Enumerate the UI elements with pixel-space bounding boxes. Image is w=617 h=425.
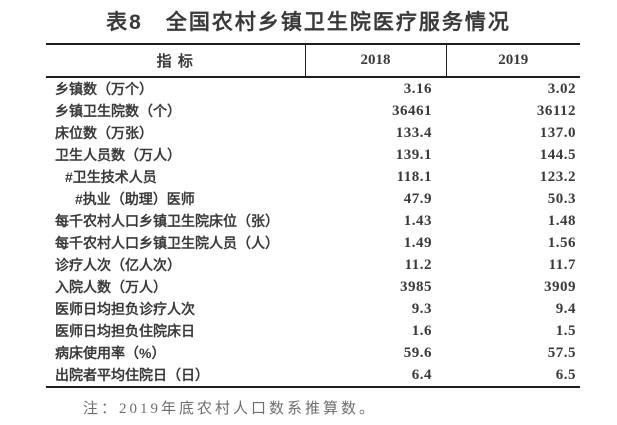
value-2018: 36461 bbox=[392, 102, 432, 119]
header-row: 指 标 2018 2019 bbox=[46, 43, 580, 78]
indicator-label: 床位数（万张） bbox=[55, 125, 153, 141]
indicator-label: 医师日均担负诊疗人次 bbox=[55, 301, 195, 317]
indicator-label: 卫生人员数（万人） bbox=[55, 147, 181, 163]
table-row: 入院人数（万人） 3985 3909 bbox=[46, 276, 580, 298]
col-header-2019: 2019 bbox=[445, 43, 580, 78]
table-row: 乡镇卫生院数（个） 36461 36112 bbox=[46, 100, 580, 122]
value-2018: 59.6 bbox=[403, 344, 432, 361]
table-row: 病床使用率（%） 59.6 57.5 bbox=[46, 342, 580, 364]
table-note: 注：2019年底农村人口数系推算数。 bbox=[83, 401, 378, 417]
value-2019: 36112 bbox=[536, 102, 576, 119]
value-2019: 3.02 bbox=[547, 80, 576, 97]
table-row: 医师日均担负住院床日 1.6 1.5 bbox=[46, 320, 580, 342]
indicator-label: 乡镇数（万个） bbox=[55, 81, 153, 97]
value-2018: 6.4 bbox=[305, 364, 446, 388]
value-2019: 3909 bbox=[544, 278, 576, 295]
value-2019: 1.48 bbox=[547, 212, 576, 229]
indicator-label: 入院人数（万人） bbox=[55, 279, 167, 295]
table-header: 指 标 2018 2019 bbox=[46, 43, 580, 78]
value-2018: 118.1 bbox=[396, 168, 432, 185]
value-2019: 1.56 bbox=[547, 234, 576, 251]
table-row: 出院者平均住院日（日） 6.4 6.5 bbox=[46, 364, 580, 388]
value-2019: 50.3 bbox=[547, 190, 576, 207]
table-body: 乡镇数（万个） 3.16 3.02 乡镇卫生院数（个） 36461 36112 床位数（万张… bbox=[46, 77, 580, 388]
page-title: 表8 全国农村乡镇卫生院医疗服务情况 bbox=[106, 11, 511, 34]
value-2019: 1.5 bbox=[555, 322, 576, 339]
value-2019: 123.2 bbox=[539, 168, 576, 185]
indicator-label: 病床使用率（%） bbox=[55, 345, 166, 361]
value-2018: 1.43 bbox=[403, 212, 432, 229]
value-2019: 9.4 bbox=[555, 300, 576, 317]
indicator-label: 乡镇卫生院数（个） bbox=[55, 103, 181, 119]
stats-table: 指 标 2018 2019 乡镇数（万个） 3.16 3.02 乡镇卫生院数（个） 36… bbox=[46, 43, 580, 388]
value-2018: 1.49 bbox=[403, 234, 432, 251]
col-header-2018: 2018 bbox=[304, 43, 446, 78]
value-2018: 3.16 bbox=[403, 80, 432, 97]
value-2019: 6.5 bbox=[446, 364, 580, 388]
value-2018: 1.6 bbox=[411, 322, 432, 339]
value-2019: 11.7 bbox=[548, 256, 576, 273]
value-2018: 3985 bbox=[400, 278, 432, 295]
table-row: 每千农村人口乡镇卫生院人员（人） 1.49 1.56 bbox=[46, 232, 580, 254]
indicator-label: 出院者平均住院日（日） bbox=[46, 364, 305, 388]
value-2018: 133.4 bbox=[395, 124, 432, 141]
col-header-indicator: 指 标 bbox=[46, 43, 305, 78]
value-2019: 137.0 bbox=[539, 124, 576, 141]
table-row: #执业（助理）医师 47.9 50.3 bbox=[46, 188, 580, 210]
value-2018: 139.1 bbox=[395, 146, 432, 163]
value-2019: 57.5 bbox=[547, 344, 576, 361]
value-2018: 9.3 bbox=[411, 300, 432, 317]
indicator-label: 诊疗人次（亿人次） bbox=[55, 257, 181, 273]
indicator-label: #执业（助理）医师 bbox=[75, 191, 195, 207]
indicator-label: #卫生技术人员 bbox=[65, 169, 157, 185]
value-2018: 11.2 bbox=[404, 256, 432, 273]
value-2019: 144.5 bbox=[539, 146, 576, 163]
table-row: #卫生技术人员 118.1 123.2 bbox=[46, 166, 580, 188]
indicator-label: 每千农村人口乡镇卫生院人员（人） bbox=[55, 235, 279, 251]
table-row: 乡镇数（万个） 3.16 3.02 bbox=[46, 77, 580, 100]
table-row: 卫生人员数（万人） 139.1 144.5 bbox=[46, 144, 580, 166]
table-row: 每千农村人口乡镇卫生院床位（张） 1.43 1.48 bbox=[46, 210, 580, 232]
table-row: 诊疗人次（亿人次） 11.2 11.7 bbox=[46, 254, 580, 276]
indicator-label: 每千农村人口乡镇卫生院床位（张） bbox=[55, 213, 279, 229]
value-2018: 47.9 bbox=[403, 190, 432, 207]
table-row: 床位数（万张） 133.4 137.0 bbox=[46, 122, 580, 144]
indicator-label: 医师日均担负住院床日 bbox=[55, 323, 195, 339]
table-row: 医师日均担负诊疗人次 9.3 9.4 bbox=[46, 298, 580, 320]
